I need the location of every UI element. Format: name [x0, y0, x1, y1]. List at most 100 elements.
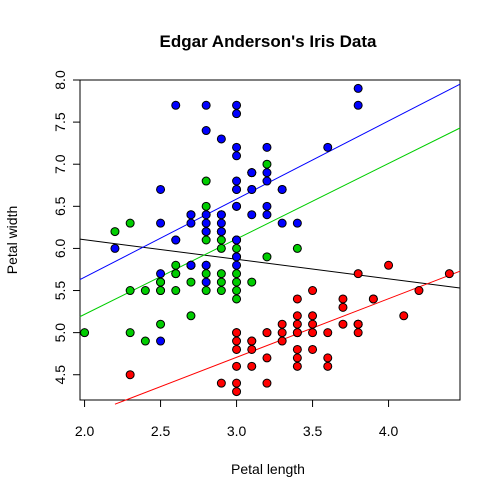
data-point [201, 286, 211, 296]
data-point [338, 294, 348, 304]
plot-area-frame [79, 79, 461, 401]
x-tick-label: 3.0 [227, 423, 247, 439]
data-point [201, 201, 211, 211]
axis-ticks: 2.0 2.5 3.0 3.5 4.0 4.5 5.0 5.5 6.0 6.5 7.0 7.5 8.0 [52, 70, 399, 439]
data-point [201, 176, 211, 186]
data-point [232, 344, 242, 354]
data-point [308, 286, 318, 296]
data-point [232, 260, 242, 270]
data-point [110, 243, 120, 253]
data-point [338, 319, 348, 329]
y-tick-label: 5.0 [52, 323, 68, 343]
x-axis-label: Petal length [231, 461, 305, 477]
y-tick-label: 5.5 [52, 281, 68, 301]
data-point [156, 218, 166, 228]
data-point [232, 336, 242, 346]
x-tick-label: 2.0 [75, 423, 95, 439]
data-point [384, 260, 394, 270]
data-point [353, 83, 363, 93]
y-tick-label: 8.0 [52, 70, 68, 90]
data-point [216, 235, 226, 245]
data-point [353, 100, 363, 110]
data-point [186, 218, 196, 228]
data-point [216, 218, 226, 228]
data-point [216, 378, 226, 388]
x-tick-label: 4.0 [379, 423, 399, 439]
data-point [125, 328, 135, 338]
data-point [308, 328, 318, 338]
data-point [292, 218, 302, 228]
data-point [353, 328, 363, 338]
data-point [232, 277, 242, 287]
data-point [353, 319, 363, 329]
data-point [140, 336, 150, 346]
data-point [140, 286, 150, 296]
data-point [308, 344, 318, 354]
data-point [292, 311, 302, 321]
data-point [171, 260, 181, 270]
data-point [262, 353, 272, 363]
y-tick-label: 4.5 [52, 365, 68, 385]
data-point [247, 168, 257, 178]
x-tick-label: 3.5 [303, 423, 323, 439]
data-point [171, 269, 181, 279]
data-point [232, 184, 242, 194]
data-point [201, 126, 211, 136]
data-point [125, 218, 135, 228]
data-point [201, 100, 211, 110]
data-point [277, 328, 287, 338]
data-point [308, 311, 318, 321]
data-point [216, 134, 226, 144]
data-point [201, 260, 211, 270]
data-point [125, 286, 135, 296]
data-point [80, 328, 90, 338]
data-point [201, 269, 211, 279]
data-point [247, 277, 257, 287]
data-point [247, 210, 257, 220]
y-tick-label: 6.5 [52, 196, 68, 216]
data-point [216, 210, 226, 220]
data-point [156, 336, 166, 346]
data-point [262, 159, 272, 169]
data-point [232, 294, 242, 304]
data-point [232, 100, 242, 110]
data-point [292, 344, 302, 354]
data-point [171, 286, 181, 296]
data-point [201, 210, 211, 220]
data-point [186, 260, 196, 270]
data-point [262, 142, 272, 152]
data-point [232, 235, 242, 245]
data-point [262, 328, 272, 338]
regression-line [79, 127, 461, 318]
data-point [323, 353, 333, 363]
data-point [323, 142, 333, 152]
data-point [262, 201, 272, 211]
x-tick-label: 2.5 [151, 423, 171, 439]
data-point [247, 361, 257, 371]
data-point [292, 361, 302, 371]
data-point [156, 277, 166, 287]
data-point [125, 370, 135, 380]
data-point [232, 328, 242, 338]
data-point [368, 294, 378, 304]
data-point [247, 184, 257, 194]
data-point [156, 319, 166, 329]
data-point [201, 227, 211, 237]
data-point [262, 210, 272, 220]
data-point [232, 201, 242, 211]
data-point [247, 336, 257, 346]
data-point [186, 277, 196, 287]
data-point [262, 252, 272, 262]
data-point [262, 176, 272, 186]
data-point [232, 151, 242, 161]
data-point [201, 235, 211, 245]
data-point [277, 319, 287, 329]
data-point [186, 210, 196, 220]
data-point [232, 387, 242, 397]
data-point [216, 269, 226, 279]
data-point [156, 269, 166, 279]
data-point [201, 277, 211, 287]
data-point [232, 252, 242, 262]
data-point [232, 269, 242, 279]
